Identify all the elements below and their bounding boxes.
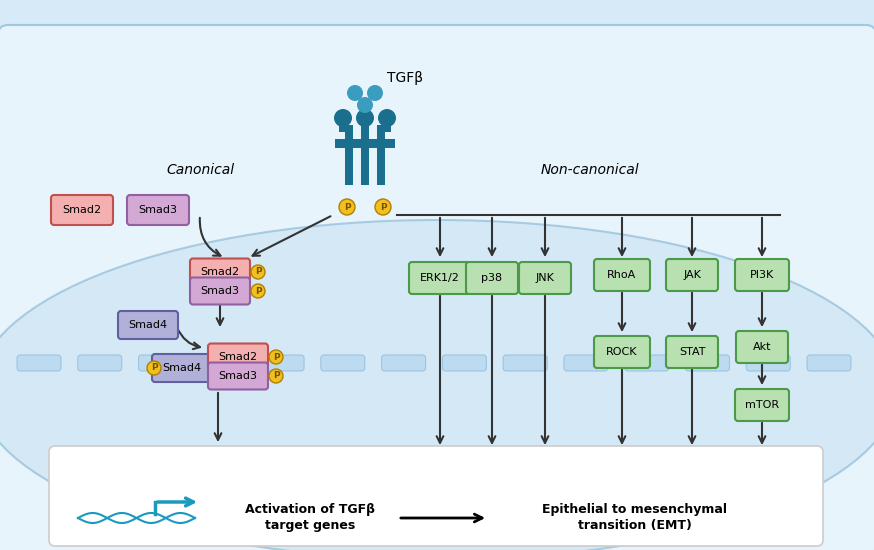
FancyBboxPatch shape xyxy=(442,355,487,371)
Circle shape xyxy=(347,85,363,101)
FancyBboxPatch shape xyxy=(735,389,789,421)
Text: Smad3: Smad3 xyxy=(138,205,177,215)
FancyBboxPatch shape xyxy=(321,355,364,371)
Circle shape xyxy=(367,85,383,101)
FancyBboxPatch shape xyxy=(51,195,113,225)
FancyBboxPatch shape xyxy=(807,355,851,371)
Text: ROCK: ROCK xyxy=(607,347,638,357)
Text: Smad2: Smad2 xyxy=(62,205,101,215)
Circle shape xyxy=(375,199,391,215)
Text: STAT: STAT xyxy=(679,347,705,357)
Text: transition (EMT): transition (EMT) xyxy=(578,520,692,532)
Text: PI3K: PI3K xyxy=(750,270,774,280)
Circle shape xyxy=(378,109,396,127)
Bar xyxy=(377,125,385,185)
Circle shape xyxy=(147,361,161,375)
Text: mTOR: mTOR xyxy=(745,400,779,410)
Text: Akt: Akt xyxy=(753,342,771,352)
FancyBboxPatch shape xyxy=(190,278,250,305)
Text: Epithelial to mesenchymal: Epithelial to mesenchymal xyxy=(543,503,727,516)
Text: Smad2: Smad2 xyxy=(200,267,239,277)
FancyBboxPatch shape xyxy=(199,355,243,371)
FancyBboxPatch shape xyxy=(49,446,823,546)
Text: ERK1/2: ERK1/2 xyxy=(420,273,460,283)
FancyBboxPatch shape xyxy=(564,355,608,371)
FancyBboxPatch shape xyxy=(736,331,788,363)
Text: Smad4: Smad4 xyxy=(163,363,202,373)
Text: P: P xyxy=(254,287,261,295)
FancyBboxPatch shape xyxy=(409,262,471,294)
Circle shape xyxy=(356,109,374,127)
FancyBboxPatch shape xyxy=(260,355,304,371)
FancyBboxPatch shape xyxy=(666,259,718,291)
Text: P: P xyxy=(254,267,261,277)
Text: P: P xyxy=(343,202,350,212)
Circle shape xyxy=(251,265,265,279)
FancyBboxPatch shape xyxy=(118,311,178,339)
FancyBboxPatch shape xyxy=(466,262,518,294)
FancyBboxPatch shape xyxy=(666,336,718,368)
Bar xyxy=(383,112,391,132)
Circle shape xyxy=(334,109,352,127)
FancyBboxPatch shape xyxy=(152,354,212,382)
Text: Canonical: Canonical xyxy=(166,163,234,177)
Bar xyxy=(339,112,347,132)
Text: P: P xyxy=(379,202,386,212)
FancyBboxPatch shape xyxy=(503,355,547,371)
Text: target genes: target genes xyxy=(265,520,355,532)
Text: Smad3: Smad3 xyxy=(218,371,258,381)
Circle shape xyxy=(339,199,355,215)
Text: P: P xyxy=(273,371,280,381)
Text: Activation of TGFβ: Activation of TGFβ xyxy=(245,503,375,516)
Text: Smad4: Smad4 xyxy=(128,320,168,330)
Circle shape xyxy=(251,284,265,298)
Bar xyxy=(361,112,369,132)
Ellipse shape xyxy=(0,220,874,550)
Circle shape xyxy=(269,350,283,364)
Text: P: P xyxy=(273,353,280,361)
Text: Smad2: Smad2 xyxy=(218,352,258,362)
FancyBboxPatch shape xyxy=(208,344,268,371)
FancyBboxPatch shape xyxy=(139,355,183,371)
Bar xyxy=(361,125,369,185)
FancyBboxPatch shape xyxy=(17,355,61,371)
Text: P: P xyxy=(150,364,157,372)
FancyBboxPatch shape xyxy=(190,258,250,285)
FancyBboxPatch shape xyxy=(78,355,121,371)
Text: p38: p38 xyxy=(482,273,503,283)
Text: JAK: JAK xyxy=(683,270,701,280)
FancyBboxPatch shape xyxy=(382,355,426,371)
FancyBboxPatch shape xyxy=(208,362,268,389)
FancyBboxPatch shape xyxy=(127,195,189,225)
FancyBboxPatch shape xyxy=(685,355,730,371)
Text: JNK: JNK xyxy=(536,273,554,283)
Text: Non-canonical: Non-canonical xyxy=(541,163,639,177)
Bar xyxy=(345,125,353,185)
Text: RhoA: RhoA xyxy=(607,270,636,280)
FancyBboxPatch shape xyxy=(594,336,650,368)
Text: Smad3: Smad3 xyxy=(200,286,239,296)
Bar xyxy=(335,139,395,148)
FancyBboxPatch shape xyxy=(594,259,650,291)
FancyBboxPatch shape xyxy=(746,355,790,371)
FancyBboxPatch shape xyxy=(735,259,789,291)
FancyBboxPatch shape xyxy=(0,25,874,550)
Text: TGFβ: TGFβ xyxy=(387,71,423,85)
FancyBboxPatch shape xyxy=(625,355,669,371)
Circle shape xyxy=(269,369,283,383)
Circle shape xyxy=(357,97,373,113)
FancyBboxPatch shape xyxy=(519,262,571,294)
